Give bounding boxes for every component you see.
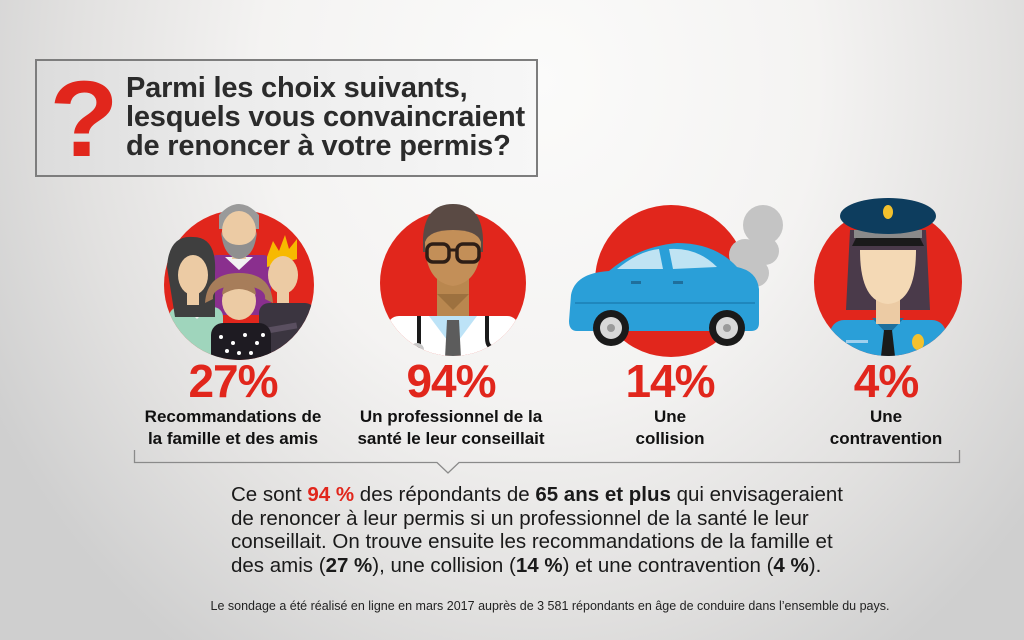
police-officer-illustration: [814, 198, 962, 356]
family-illustration: [164, 204, 314, 360]
summary-paragraph: Ce sont 94 % des répondants de 65 ans et…: [231, 483, 851, 577]
percent-value: 4%: [853, 355, 919, 407]
question-line: de renoncer à votre permis?: [126, 130, 511, 162]
label-line: santé le leur conseillait: [357, 429, 545, 448]
option-label: Une contravention: [771, 406, 1001, 450]
bold-text: 4 %: [773, 553, 809, 577]
bracket-divider: [133, 450, 961, 474]
footnote: Le sondage a été réalisé en ligne en mar…: [210, 599, 890, 613]
option-label: Recommandations de la famille et des ami…: [118, 406, 348, 450]
label-line: Un professionnel de la: [359, 407, 543, 426]
percent-value: 14%: [625, 355, 715, 407]
question-line: Parmi les choix suivants,: [126, 72, 468, 104]
summary-text: ) et une contravention (: [562, 553, 774, 577]
label-line: Recommandations de: [144, 407, 322, 426]
question-title: Parmi les choix suivants, lesquels vous …: [126, 74, 525, 161]
car-collision-illustration: [569, 205, 783, 357]
question-box: ? Parmi les choix suivants, lesquels vou…: [35, 59, 538, 177]
summary-text: des répondants de: [354, 483, 536, 506]
option-label: Un professionnel de la santé le leur con…: [336, 406, 566, 450]
percent-value: 27%: [188, 355, 278, 407]
option-label: Une collision: [555, 406, 785, 450]
question-line: lesquels vous convaincraient: [126, 101, 525, 133]
question-mark-icon: ?: [49, 58, 119, 179]
label-line: Une: [653, 407, 687, 426]
label-line: contravention: [829, 429, 943, 448]
summary-text: ), une collision (: [372, 553, 516, 577]
label-line: collision: [635, 429, 705, 448]
summary-text: ).: [808, 553, 822, 577]
bold-text: 27 %: [325, 553, 373, 577]
highlight-percent: 94 %: [307, 483, 355, 506]
label-line: Une: [869, 407, 903, 426]
bold-text: 65 ans et plus: [535, 483, 671, 506]
label-line: la famille et des amis: [147, 429, 319, 448]
doctor-illustration: [380, 204, 526, 356]
percent-value: 94%: [406, 355, 496, 407]
bold-text: 14 %: [515, 553, 563, 577]
summary-text: qui envisageraient de renoncer à leur pe…: [231, 483, 843, 577]
summary-text: Ce sont: [231, 483, 308, 506]
